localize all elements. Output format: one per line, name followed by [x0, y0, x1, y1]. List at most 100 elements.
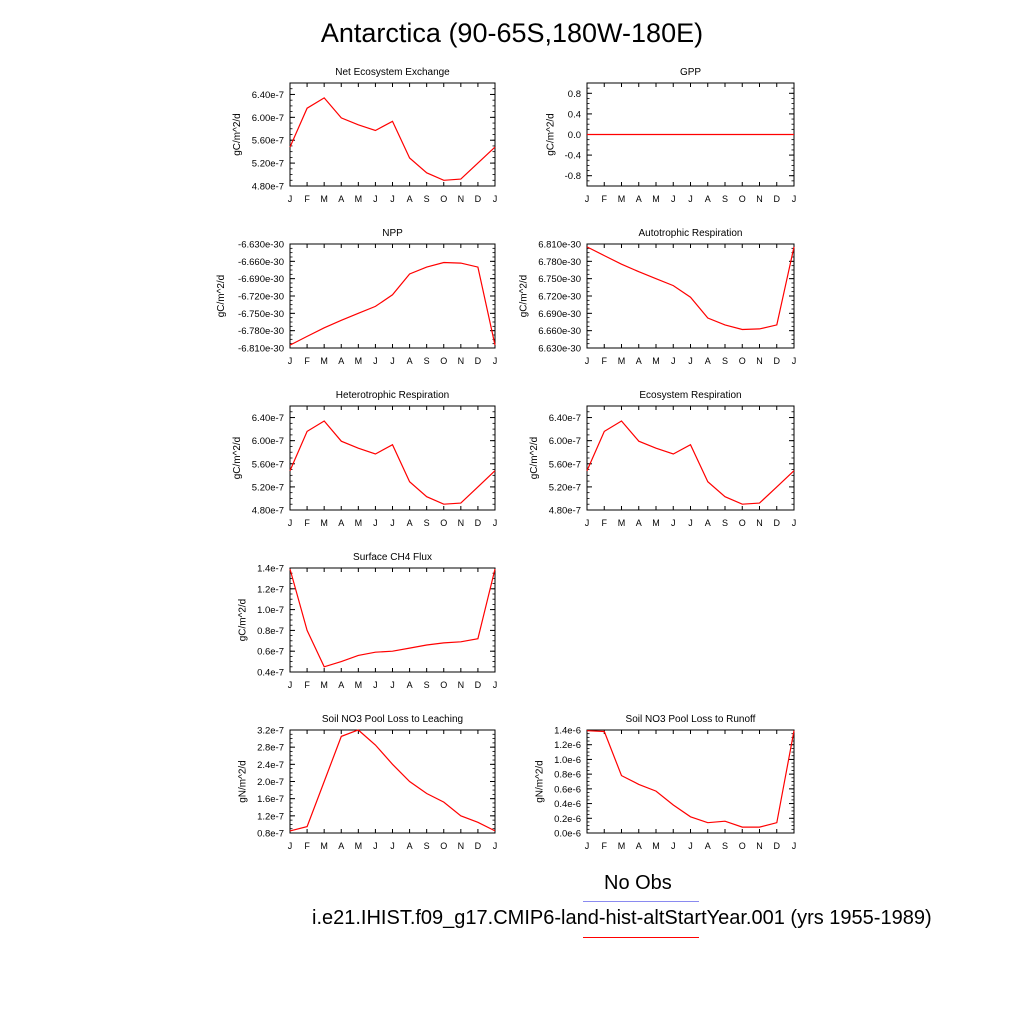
y-axis-label: gC/m^2/d [216, 275, 227, 318]
chart-title: Heterotrophic Respiration [336, 390, 449, 401]
x-tick-label: A [705, 356, 711, 366]
x-tick-label: J [373, 680, 378, 690]
series-line [586, 246, 795, 331]
x-tick-label: O [739, 518, 746, 528]
x-tick-label: S [722, 518, 728, 528]
x-tick-label: A [636, 841, 642, 851]
y-tick-label: -0.4 [565, 151, 581, 162]
y-tick-label: 6.40e-7 [252, 413, 284, 424]
x-tick-label: J [688, 194, 693, 204]
x-tick-label: J [688, 518, 693, 528]
y-tick-label: 4.80e-7 [252, 182, 284, 193]
x-tick-label: M [652, 841, 660, 851]
y-tick-label: 0.0 [568, 130, 581, 141]
y-tick-label: 0.4 [568, 109, 581, 120]
x-tick-label: M [355, 841, 363, 851]
y-tick-label: 0.8e-7 [257, 829, 284, 840]
x-tick-label: A [407, 356, 413, 366]
series-line [289, 729, 496, 832]
x-tick-label: J [288, 356, 293, 366]
series-line [586, 420, 795, 505]
x-tick-label: A [407, 518, 413, 528]
x-tick-label: M [320, 680, 328, 690]
x-tick-label: D [475, 518, 482, 528]
x-tick-label: J [390, 518, 395, 528]
y-axis-label: gC/m^2/d [232, 113, 243, 156]
y-tick-label: 6.780e-30 [538, 257, 581, 268]
page-title: Antarctica (90-65S,180W-180E) [320, 18, 704, 48]
x-tick-label: J [792, 841, 797, 851]
x-tick-label: M [355, 680, 363, 690]
y-tick-label: 1.0e-6 [554, 755, 581, 766]
x-tick-label: D [774, 194, 781, 204]
x-tick-label: A [407, 841, 413, 851]
series-line [289, 420, 496, 505]
x-tick-label: F [304, 841, 310, 851]
x-tick-label: N [458, 841, 465, 851]
y-tick-label: -6.780e-30 [238, 326, 284, 337]
y-tick-label: 1.2e-6 [554, 740, 581, 751]
x-tick-label: N [458, 194, 465, 204]
y-tick-label: 2.0e-7 [257, 777, 284, 788]
plot-frame [586, 729, 795, 834]
x-tick-label: J [288, 841, 293, 851]
x-tick-label: J [585, 194, 590, 204]
x-tick-label: J [373, 518, 378, 528]
x-tick-label: J [792, 194, 797, 204]
y-axis-label: gC/m^2/d [545, 113, 556, 156]
x-tick-label: A [338, 680, 344, 690]
x-tick-label: D [475, 680, 482, 690]
chart-title: NPP [382, 228, 403, 239]
legend-run-label: i.e21.IHIST.f09_g17.CMIP6-land-hist-altS… [312, 907, 932, 929]
x-tick-label: J [493, 680, 498, 690]
x-tick-label: A [636, 194, 642, 204]
y-tick-label: 5.20e-7 [252, 482, 284, 493]
y-tick-label: 0.8e-7 [257, 626, 284, 637]
x-tick-label: O [440, 194, 447, 204]
x-tick-label: D [774, 356, 781, 366]
x-tick-label: M [618, 518, 626, 528]
plot-frame [289, 567, 496, 673]
y-tick-label: 0.4e-7 [257, 668, 284, 679]
y-tick-label: -6.750e-30 [238, 309, 284, 320]
x-tick-label: N [756, 518, 763, 528]
x-tick-label: J [390, 356, 395, 366]
x-tick-label: J [792, 518, 797, 528]
x-tick-label: D [475, 194, 482, 204]
y-tick-label: 6.00e-7 [549, 436, 581, 447]
series-line [586, 730, 795, 828]
plot-frame [289, 405, 496, 511]
y-tick-label: 5.60e-7 [549, 459, 581, 470]
x-tick-label: O [440, 680, 447, 690]
plot-frame [289, 243, 496, 349]
x-tick-label: A [407, 680, 413, 690]
chart-title: Surface CH4 Flux [353, 552, 432, 563]
chart-title: Net Ecosystem Exchange [335, 67, 450, 78]
x-tick-label: J [373, 841, 378, 851]
x-tick-label: S [722, 841, 728, 851]
x-tick-label: F [602, 356, 608, 366]
x-tick-label: F [304, 356, 310, 366]
x-tick-label: J [671, 518, 676, 528]
x-tick-label: J [493, 194, 498, 204]
x-tick-label: A [705, 194, 711, 204]
x-tick-label: J [671, 356, 676, 366]
series-line [289, 97, 496, 181]
x-tick-label: M [355, 194, 363, 204]
x-tick-label: J [390, 841, 395, 851]
y-tick-label: 0.6e-7 [257, 647, 284, 658]
y-tick-label: 6.00e-7 [252, 113, 284, 124]
x-tick-label: A [636, 356, 642, 366]
x-tick-label: F [602, 194, 608, 204]
y-tick-label: 6.00e-7 [252, 436, 284, 447]
x-tick-label: D [475, 356, 482, 366]
y-tick-label: 0.2e-6 [554, 814, 581, 825]
x-tick-label: S [424, 841, 430, 851]
x-tick-label: N [458, 680, 465, 690]
plot-frame [586, 243, 795, 349]
